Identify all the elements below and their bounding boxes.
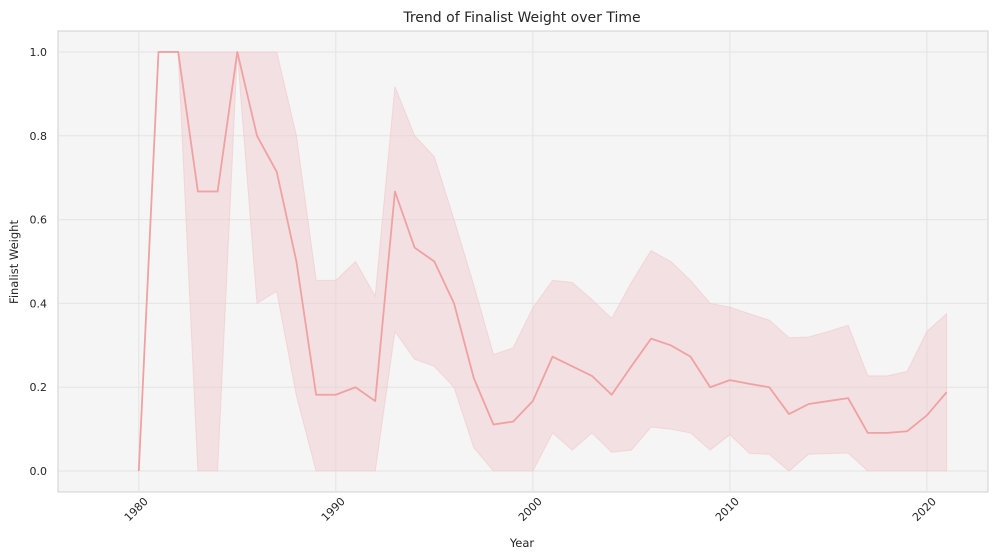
y-axis: 0.0 0.2 0.4 0.6 0.8 1.0 (30, 46, 48, 478)
x-axis: 1980 1990 2000 2010 2020 (122, 495, 939, 524)
series-line (137, 51, 948, 472)
x-tick-label: 1990 (319, 495, 348, 524)
y-tick-label: 0.4 (30, 297, 48, 310)
chart-title: Trend of Finalist Weight over Time (402, 10, 640, 26)
plot-area (57, 30, 989, 493)
mean-line (137, 51, 948, 472)
x-tick-label: 2020 (910, 495, 939, 524)
y-tick-label: 0.6 (30, 214, 48, 227)
y-axis-title: Finalist Weight (7, 220, 21, 304)
x-axis-title: Year (509, 536, 535, 550)
y-tick-label: 0.2 (30, 381, 48, 394)
y-tick-label: 0.8 (30, 130, 48, 143)
x-tick-label: 2000 (516, 495, 545, 524)
x-tick-label: 2010 (713, 495, 742, 524)
x-tick-label: 1980 (122, 495, 151, 524)
y-tick-label: 1.0 (30, 46, 48, 59)
y-tick-label: 0.0 (30, 465, 48, 478)
